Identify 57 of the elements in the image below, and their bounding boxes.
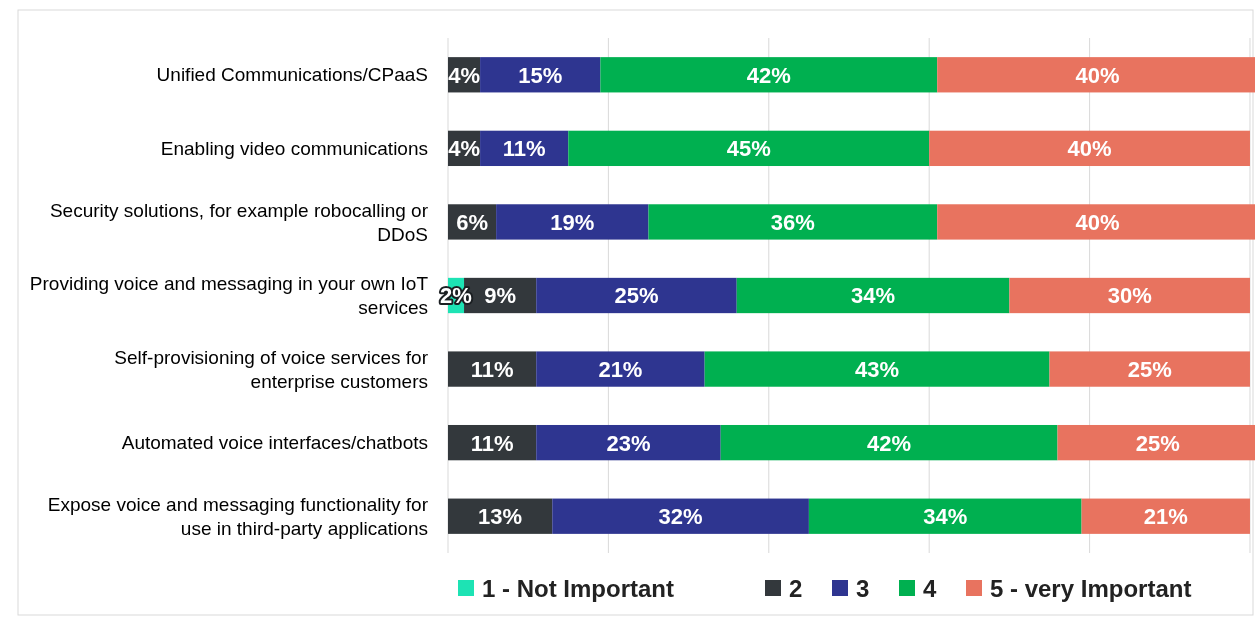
legend-label: 1 - Not Important bbox=[482, 574, 674, 602]
data-label: 4% bbox=[448, 62, 480, 88]
data-label: 11% bbox=[470, 356, 514, 382]
data-label: 21% bbox=[598, 356, 643, 382]
bar bbox=[568, 130, 930, 167]
bar bbox=[536, 424, 721, 461]
y-tick-label: Self-provisioning of voice services for enterprise customers bbox=[114, 346, 429, 392]
data-label: 34% bbox=[851, 283, 896, 309]
bar bbox=[704, 351, 1050, 387]
data-label: 9% bbox=[484, 283, 517, 309]
bar bbox=[448, 351, 537, 387]
data-label: 19% bbox=[550, 209, 595, 235]
bar bbox=[1081, 498, 1250, 534]
data-label: 4% bbox=[448, 136, 480, 162]
bar bbox=[1009, 277, 1250, 314]
data-label: 2% bbox=[440, 283, 472, 309]
data-label: 25% bbox=[1127, 356, 1172, 382]
y-tick-label: Automated voice interfaces/chatbots bbox=[121, 432, 428, 454]
y-tick-label: Security solutions, for example robocalling or DDoS bbox=[49, 199, 429, 245]
data-label: 40% bbox=[1067, 136, 1112, 162]
bar bbox=[736, 277, 1010, 314]
data-label: 40% bbox=[1075, 209, 1120, 235]
bar bbox=[552, 498, 809, 534]
data-label: 15% bbox=[518, 62, 563, 88]
bar bbox=[600, 57, 938, 93]
data-label: 40% bbox=[1075, 62, 1120, 88]
bar bbox=[496, 204, 649, 240]
y-tick-label: Enabling video communications bbox=[160, 138, 428, 160]
y-tick-label: Expose voice and messaging functionality for use in third-party applications bbox=[47, 493, 429, 539]
data-label: 6% bbox=[456, 209, 488, 235]
y-tick-label: Providing voice and messaging in your own IoT services bbox=[29, 273, 429, 319]
data-label: 32% bbox=[658, 504, 703, 530]
data-label: 11% bbox=[502, 136, 546, 162]
data-label: 45% bbox=[726, 136, 771, 162]
data-label: 25% bbox=[1135, 430, 1180, 456]
bar bbox=[1049, 351, 1250, 387]
data-label: 21% bbox=[1143, 504, 1188, 530]
data-label: 36% bbox=[770, 209, 815, 235]
bar bbox=[536, 277, 737, 314]
legend-label: 4 bbox=[923, 574, 937, 602]
bar bbox=[808, 498, 1082, 534]
data-label: 34% bbox=[923, 504, 968, 530]
data-label: 30% bbox=[1107, 283, 1152, 309]
bar bbox=[536, 351, 705, 387]
y-tick-label: Unified Communications/CPaaS bbox=[156, 64, 428, 86]
data-label: 42% bbox=[746, 62, 791, 88]
legend-label: 2 bbox=[789, 574, 803, 602]
legend-label: 3 bbox=[856, 574, 870, 602]
data-label: 25% bbox=[614, 283, 659, 309]
data-label: 13% bbox=[478, 504, 523, 530]
data-label: 11% bbox=[470, 430, 514, 456]
legend-label: 5 - very Important bbox=[990, 574, 1192, 602]
bar bbox=[929, 130, 1250, 167]
data-label: 43% bbox=[855, 356, 900, 382]
data-label: 42% bbox=[867, 430, 912, 456]
bar bbox=[648, 204, 938, 240]
data-label: 23% bbox=[606, 430, 651, 456]
